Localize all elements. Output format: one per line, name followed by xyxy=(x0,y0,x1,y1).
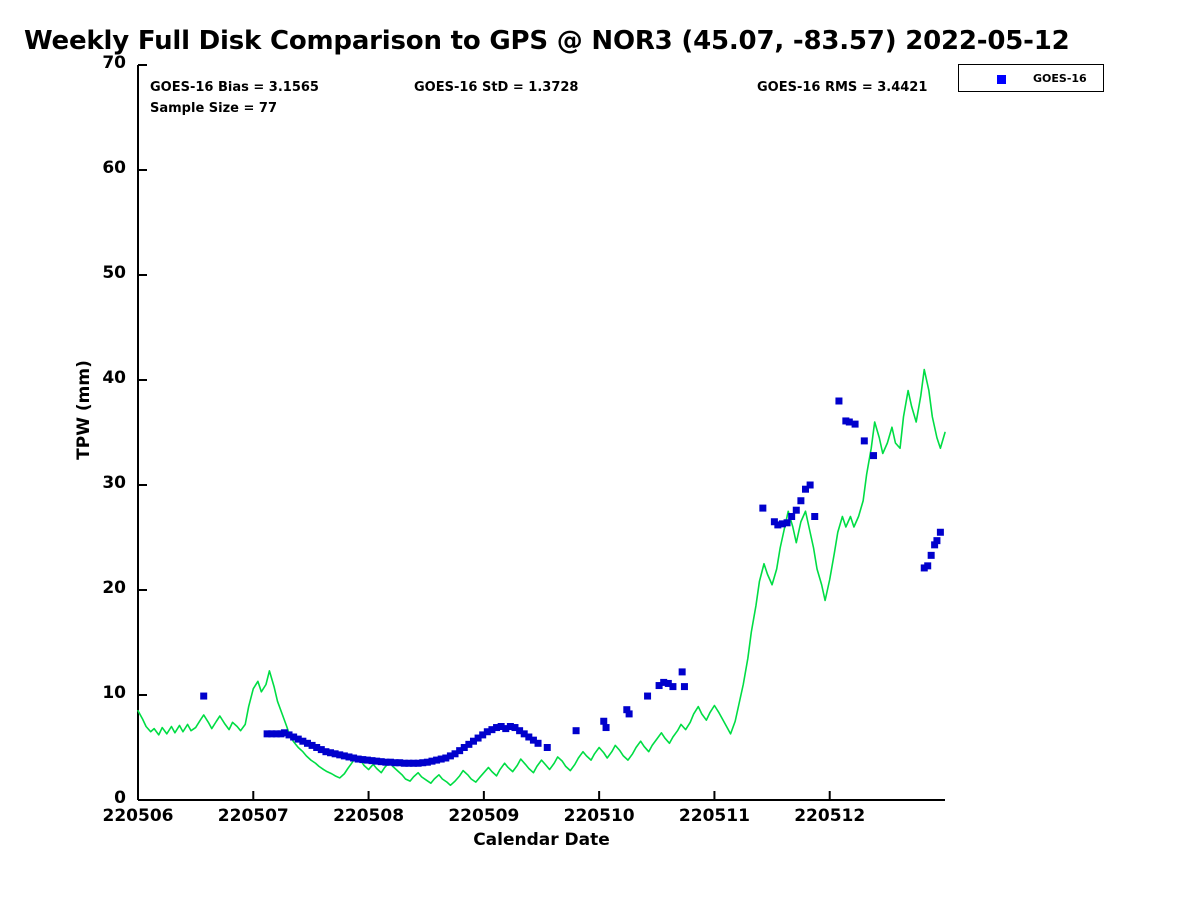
y-tick-label: 20 xyxy=(102,578,126,598)
x-tick-label: 220511 xyxy=(678,806,750,826)
series-goes16-points xyxy=(200,397,944,767)
axis-ticks xyxy=(137,64,831,801)
legend-marker-goes16-icon xyxy=(997,75,1006,84)
x-axis-label: Calendar Date xyxy=(473,830,610,850)
y-tick-label: 70 xyxy=(102,53,126,73)
x-tick-label: 220509 xyxy=(448,806,520,826)
y-tick-label: 30 xyxy=(102,473,126,493)
legend: GOES-16 xyxy=(958,64,1104,92)
y-tick-label: 10 xyxy=(102,683,126,703)
legend-label-goes16: GOES-16 xyxy=(1033,72,1087,85)
stat-rms: GOES-16 RMS = 3.4421 xyxy=(757,80,928,95)
x-tick-label: 220510 xyxy=(563,806,635,826)
stat-sample-size: Sample Size = 77 xyxy=(150,101,278,116)
stat-std: GOES-16 StD = 1.3728 xyxy=(414,80,579,95)
axis-lines xyxy=(137,65,945,801)
stat-bias: GOES-16 Bias = 3.1565 xyxy=(150,80,319,95)
x-tick-label: 220506 xyxy=(102,806,174,826)
x-tick-label: 220512 xyxy=(794,806,866,826)
series-gps-line xyxy=(137,368,946,787)
page-title: Weekly Full Disk Comparison to GPS @ NOR… xyxy=(24,26,1070,56)
y-tick-label: 40 xyxy=(102,368,126,388)
x-tick-label: 220508 xyxy=(333,806,405,826)
y-tick-label: 60 xyxy=(102,158,126,178)
y-tick-label: 50 xyxy=(102,263,126,283)
y-tick-label: 0 xyxy=(114,788,126,808)
x-tick-label: 220507 xyxy=(217,806,289,826)
